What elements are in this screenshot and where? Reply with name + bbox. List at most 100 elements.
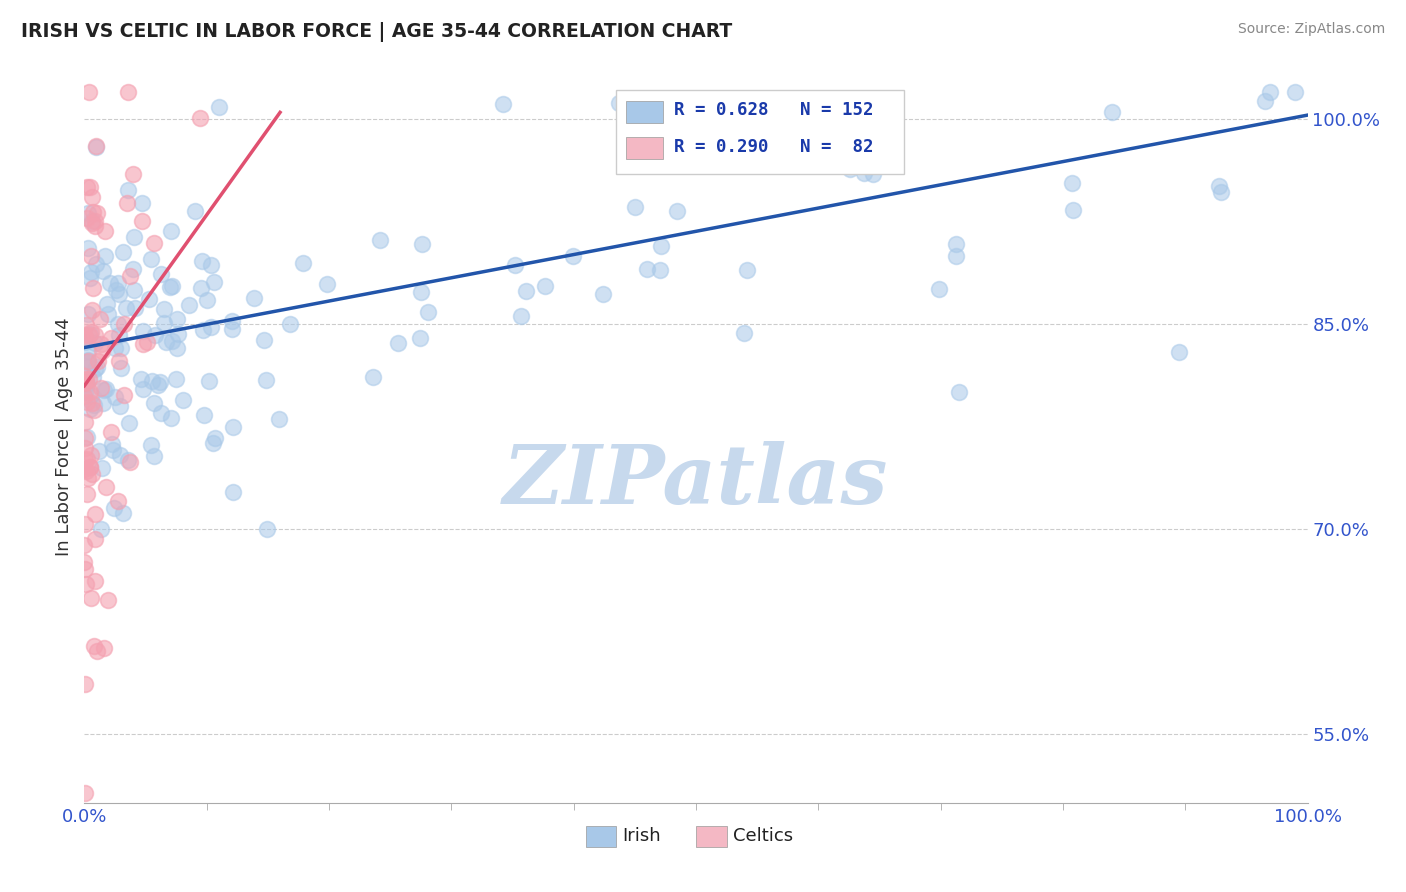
Point bbox=[73, 538, 96, 552]
Point bbox=[100, 425, 122, 439]
Point bbox=[509, 309, 531, 323]
Point bbox=[79, 460, 101, 475]
Point bbox=[143, 449, 166, 463]
Text: R = 0.290   N =  82: R = 0.290 N = 82 bbox=[673, 137, 873, 156]
Point bbox=[839, 162, 862, 177]
Point bbox=[418, 305, 440, 319]
Point bbox=[1209, 186, 1232, 200]
Point bbox=[73, 384, 96, 399]
Point bbox=[146, 378, 169, 392]
Point bbox=[254, 373, 277, 387]
Point bbox=[166, 341, 188, 355]
Point bbox=[77, 206, 100, 220]
Point bbox=[82, 370, 104, 384]
Point bbox=[76, 487, 98, 501]
Point bbox=[200, 320, 222, 334]
Point bbox=[94, 223, 117, 237]
Point bbox=[103, 501, 125, 516]
Point bbox=[83, 533, 105, 547]
Point bbox=[107, 318, 129, 332]
Point bbox=[75, 562, 97, 576]
Point bbox=[623, 200, 645, 214]
Point bbox=[200, 259, 222, 273]
Point bbox=[167, 326, 190, 341]
Point bbox=[387, 336, 409, 351]
Point bbox=[89, 312, 111, 326]
Point bbox=[76, 211, 98, 225]
Point bbox=[110, 448, 132, 462]
Point bbox=[84, 257, 107, 271]
Point bbox=[131, 214, 153, 228]
Point bbox=[75, 415, 97, 429]
Point bbox=[945, 237, 967, 252]
Point bbox=[107, 276, 129, 290]
Point bbox=[82, 190, 104, 204]
Point bbox=[93, 249, 115, 263]
Point bbox=[131, 195, 153, 210]
Point bbox=[90, 337, 112, 351]
Point bbox=[75, 576, 97, 591]
Point bbox=[90, 344, 112, 359]
Point bbox=[533, 279, 555, 293]
Point bbox=[141, 374, 163, 388]
Point bbox=[222, 484, 245, 499]
FancyBboxPatch shape bbox=[586, 826, 616, 847]
Point bbox=[503, 259, 526, 273]
Point bbox=[77, 353, 100, 368]
Point bbox=[98, 277, 121, 291]
Point bbox=[562, 249, 585, 263]
Point bbox=[83, 403, 105, 417]
Text: IRISH VS CELTIC IN LABOR FORCE | AGE 35-44 CORRELATION CHART: IRISH VS CELTIC IN LABOR FORCE | AGE 35-… bbox=[21, 22, 733, 42]
Point bbox=[122, 230, 145, 244]
Point bbox=[292, 256, 315, 270]
Point bbox=[1260, 85, 1282, 99]
Point bbox=[84, 140, 107, 154]
Point bbox=[112, 317, 135, 331]
Point bbox=[112, 388, 135, 402]
Point bbox=[80, 214, 103, 228]
Point bbox=[86, 643, 108, 657]
Point bbox=[76, 451, 98, 466]
Point bbox=[76, 241, 98, 255]
Point bbox=[108, 399, 131, 413]
Point bbox=[97, 593, 120, 607]
Point bbox=[124, 301, 146, 315]
Point bbox=[1208, 179, 1230, 194]
Point bbox=[1060, 176, 1083, 190]
Point bbox=[278, 317, 301, 331]
Point bbox=[94, 382, 117, 396]
Point bbox=[79, 271, 101, 285]
Point bbox=[84, 139, 107, 153]
Point bbox=[73, 431, 96, 445]
Point bbox=[75, 464, 97, 478]
Point bbox=[83, 328, 105, 343]
Point bbox=[80, 325, 103, 339]
Text: R = 0.628   N = 152: R = 0.628 N = 152 bbox=[673, 101, 873, 120]
Point bbox=[515, 285, 537, 299]
Point bbox=[83, 335, 105, 350]
Point bbox=[83, 398, 105, 412]
Point bbox=[1168, 344, 1191, 359]
Point bbox=[118, 455, 141, 469]
Point bbox=[368, 233, 391, 247]
Point bbox=[90, 381, 112, 395]
Text: Celtics: Celtics bbox=[733, 827, 793, 845]
Point bbox=[79, 401, 101, 416]
Point bbox=[132, 382, 155, 396]
Point bbox=[107, 494, 129, 508]
Point bbox=[100, 331, 122, 345]
FancyBboxPatch shape bbox=[626, 101, 664, 122]
Point bbox=[143, 395, 166, 409]
Point bbox=[665, 204, 688, 219]
Point bbox=[97, 307, 120, 321]
Point bbox=[177, 298, 200, 312]
Point bbox=[82, 302, 104, 317]
Point bbox=[124, 283, 146, 297]
Point bbox=[104, 390, 127, 404]
Point bbox=[73, 555, 96, 569]
Point bbox=[184, 203, 207, 218]
Point bbox=[733, 326, 755, 340]
Point bbox=[94, 480, 117, 494]
Point bbox=[82, 216, 104, 230]
Point bbox=[80, 388, 103, 402]
